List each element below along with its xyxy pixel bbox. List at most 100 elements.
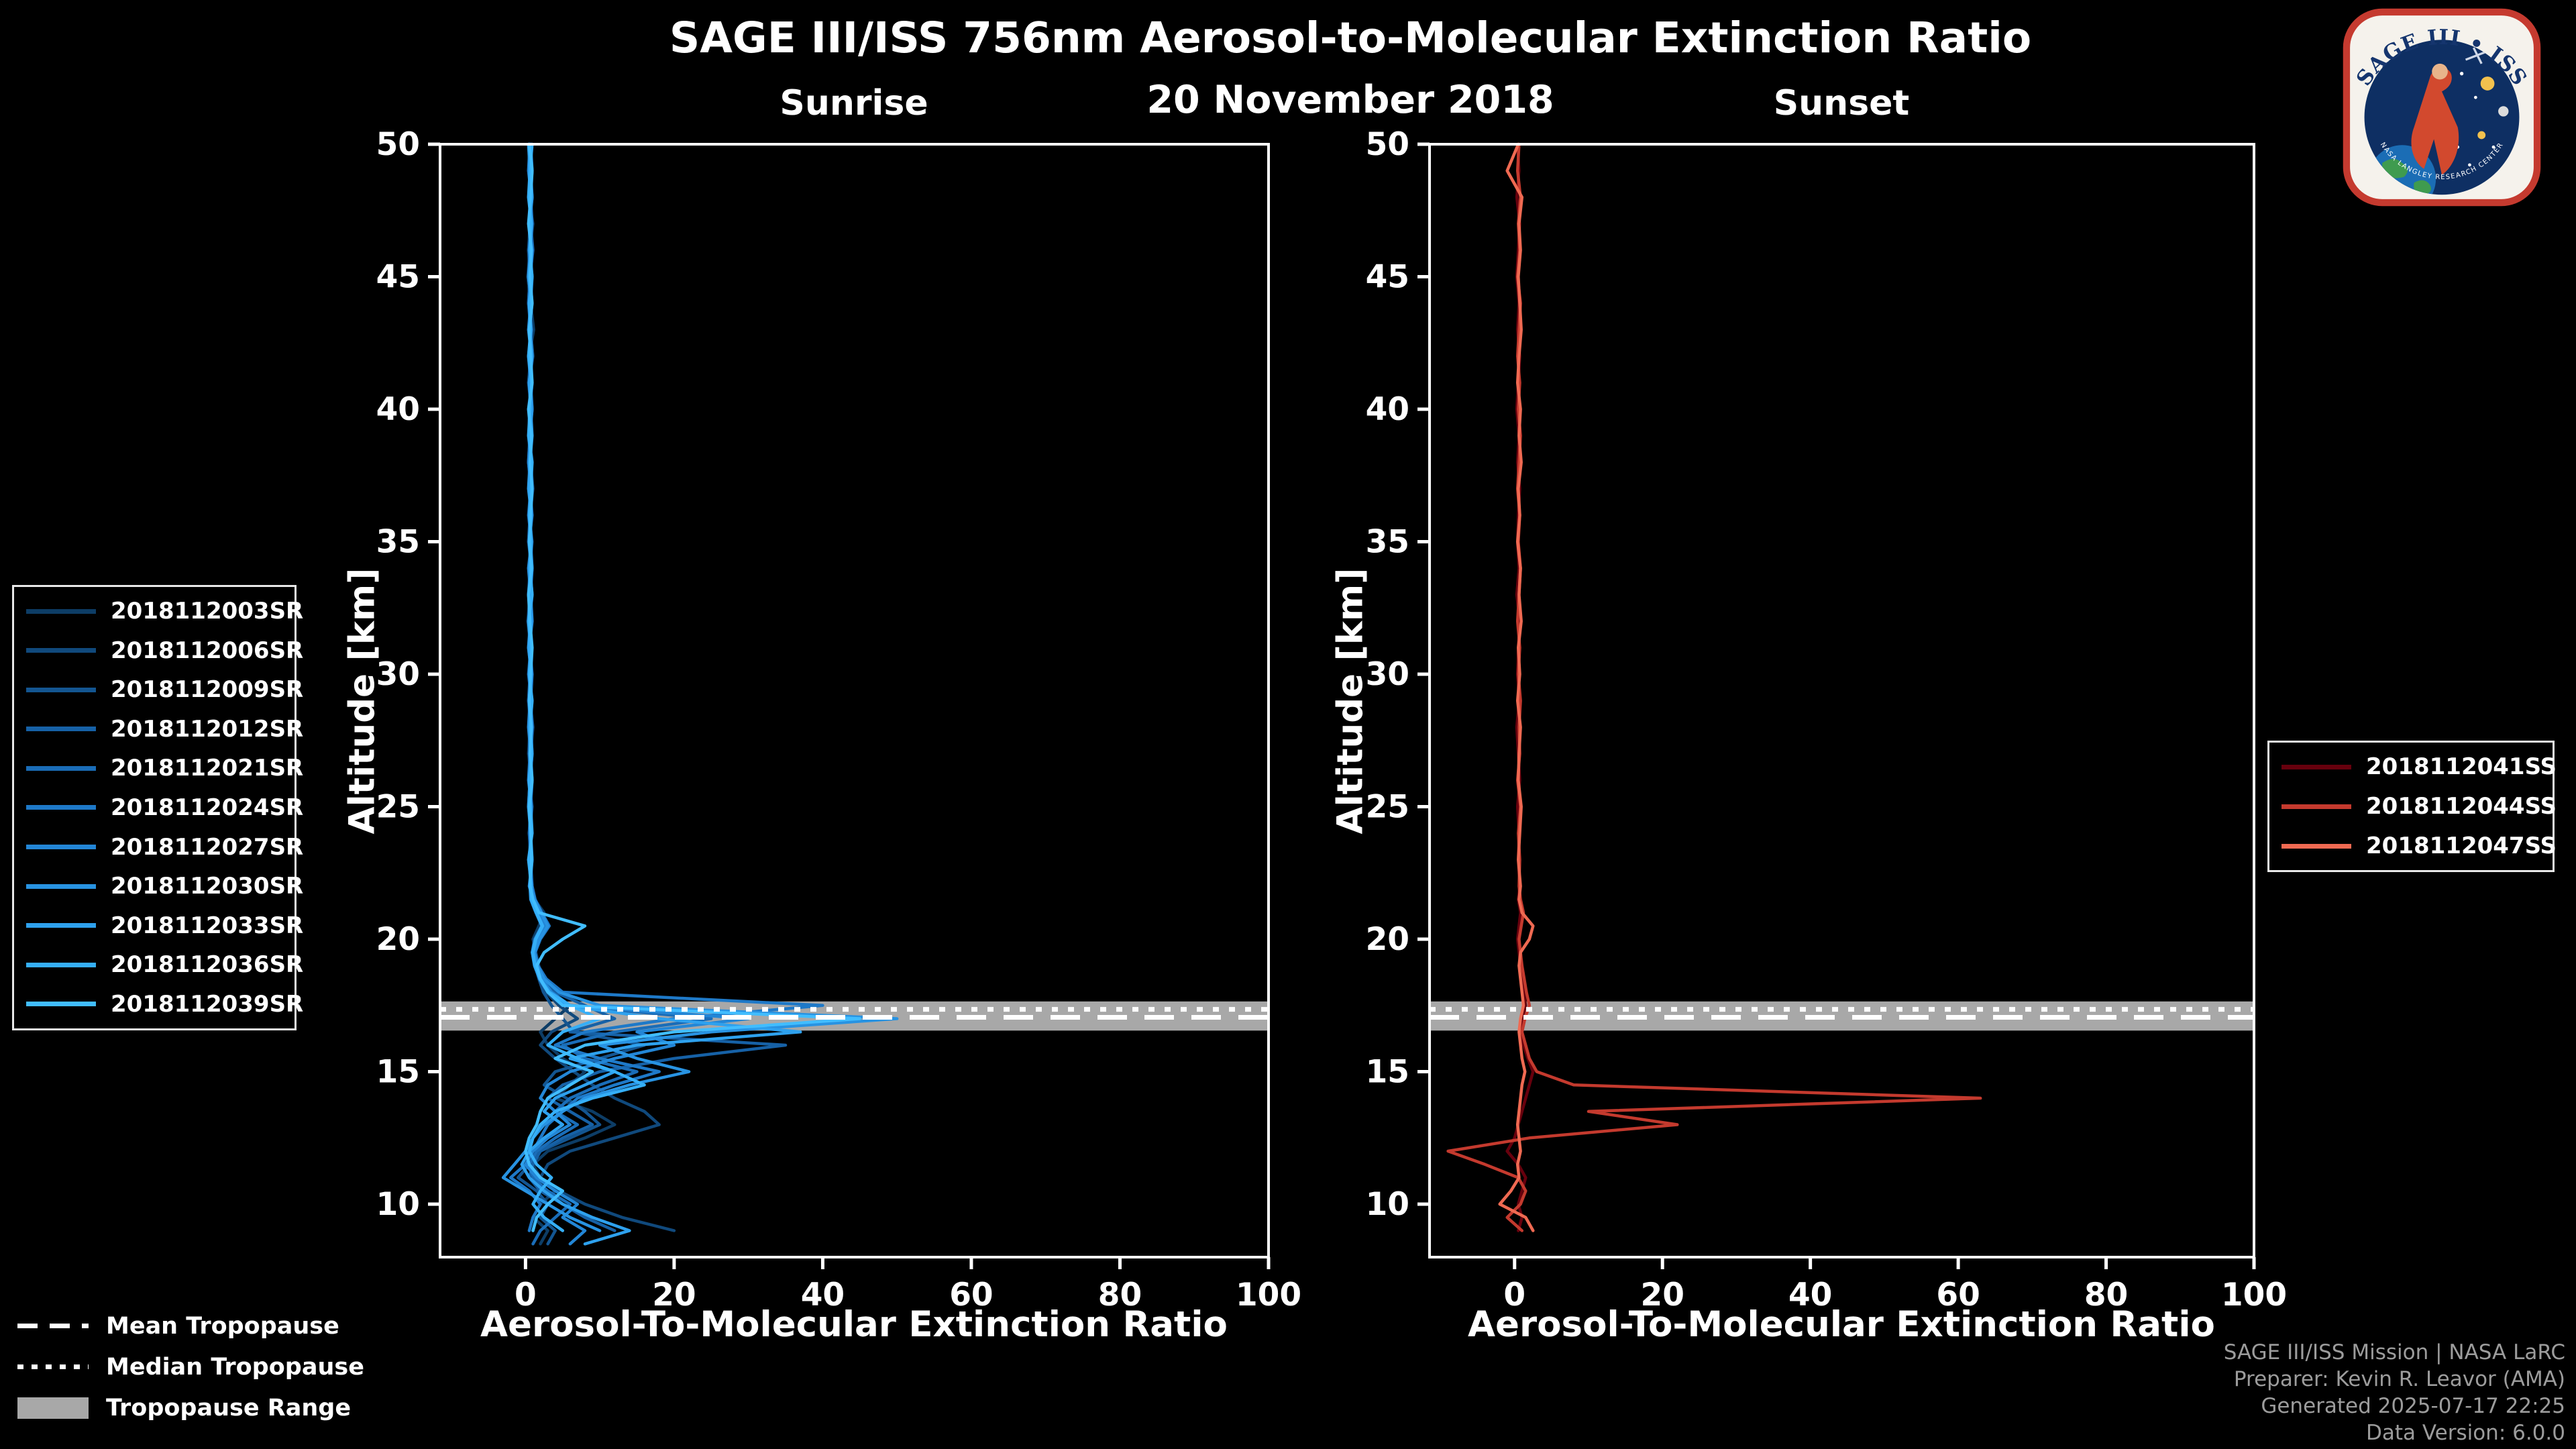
legend-label: 2018112024SR [111,794,304,821]
footer-preparer-line: Preparer: Kevin R. Leavor (AMA) [2233,1367,2565,1391]
x-tick-label: 40 [1788,1277,1832,1313]
x-tick-label: 80 [2084,1277,2128,1313]
x-tick-label: 20 [652,1277,696,1313]
legend-line-swatch [26,805,96,810]
legend-label: 2018112009SR [111,676,304,704]
legend-label: 2018112033SR [111,912,304,939]
mean-tropopause-label: Mean Tropopause [106,1312,339,1340]
footer-credits: SAGE III/ISS Mission | NASA LaRC Prepare… [2224,1339,2565,1446]
y-tick-label: 10 [376,1186,420,1223]
legend-item: 2018112006SR [26,637,303,664]
moon-icon [2498,106,2509,117]
median-tropopause-label: Median Tropopause [106,1353,364,1381]
legend-line-swatch [26,883,96,889]
legend-label: 2018112039SR [111,990,304,1018]
axes-frame [1428,143,2255,1258]
legend-item: 2018112024SR [26,794,303,821]
x-tick-label: 100 [1236,1277,1301,1313]
sunrise-panel-title: Sunrise [780,83,928,123]
date-subtitle: 20 November 2018 [1146,78,1554,122]
y-tick-label: 45 [376,259,420,296]
x-tick-label: 100 [2221,1277,2287,1313]
legend-item: 2018112030SR [26,873,303,900]
x-tick-label: 40 [801,1277,845,1313]
sunset-x-axis-label: Aerosol-To-Molecular Extinction Ratio [1468,1304,2215,1345]
legend-label: 2018112027SR [111,833,304,861]
profile-line-2018112024SR [508,142,824,1232]
main-title: SAGE III/ISS 756nm Aerosol-to-Molecular … [669,13,2032,62]
tropopause-range-label: Tropopause Range [106,1394,352,1421]
x-tick-label: 60 [1936,1277,1980,1313]
y-tick-label: 30 [1366,656,1409,693]
sunrise-x-axis-label: Aerosol-To-Molecular Extinction Ratio [480,1304,1228,1345]
median-tropopause-legend-item: Median Tropopause [17,1346,364,1387]
profile-line-2018112039SR [524,142,862,1232]
logo-figure [2411,68,2459,175]
legend-item: 2018112041SS [2282,753,2557,780]
sage-iii-iss-logo: SAGE III • ISS NASA LANGLEY RESEARCH CEN… [2343,8,2541,207]
legend-line-swatch [26,608,96,614]
y-tick-label: 35 [1366,524,1409,561]
legend-label: 2018112036SR [111,951,304,979]
sunset-legend: 2018112041SS 2018112044SS 2018112047SS [2267,741,2557,872]
legend-item: 2018112021SR [26,755,303,782]
y-tick-label: 10 [1366,1186,1409,1223]
y-tick-label: 50 [376,126,420,163]
sun-icon [2480,76,2495,91]
legend-line-swatch [2282,804,2351,809]
legend-item: 2018112009SR [26,676,303,703]
legend-line-swatch [26,765,96,771]
profile-line-2018112044SS [1446,142,1982,1232]
dotted-line-sample [17,1364,89,1369]
legend-line-swatch [26,845,96,850]
legend-line-swatch [26,727,96,732]
legend-line-swatch [26,923,96,928]
x-tick-label: 0 [1503,1277,1525,1313]
sunset-panel-title: Sunset [1773,83,1910,123]
legend-item: 2018112012SR [26,716,303,743]
legend-item: 2018112027SR [26,834,303,861]
y-tick-label: 30 [376,656,420,693]
band-sample [17,1397,89,1419]
legend-item: 2018112044SS [2282,793,2557,820]
tropopause-range-legend-item: Tropopause Range [17,1387,364,1428]
sunrise-legend: 2018112003SR 2018112006SR 2018112009SR 2018… [12,585,303,1030]
legend-label: 2018112047SS [2366,833,2557,859]
axes-frame [439,143,1270,1258]
logo-art [2368,47,2509,195]
legend-label: 2018112021SR [111,755,304,782]
profile-line-2018112030SR [501,142,899,1232]
x-tick-label: 20 [1641,1277,1684,1313]
y-tick-label: 50 [1366,126,1409,163]
footer-version-line: Data Version: 6.0.0 [2365,1421,2565,1445]
legend-item: 2018112003SR [26,598,303,625]
legend-item: 2018112033SR [26,912,303,939]
legend-line-swatch [26,648,96,653]
legend-line-swatch [26,1002,96,1007]
y-tick-label: 20 [1366,921,1409,958]
y-tick-label: 45 [1366,259,1409,296]
legend-label: 2018112012SR [111,715,304,743]
y-tick-label: 25 [1366,789,1409,826]
legend-line-swatch [26,962,96,967]
legend-label: 2018112003SR [111,598,304,625]
legend-label: 2018112030SR [111,873,304,900]
tropopause-range-band [1430,1001,2254,1031]
x-tick-label: 60 [949,1277,993,1313]
legend-label: 2018112044SS [2366,793,2557,820]
legend-item: 2018112039SR [26,991,303,1018]
y-tick-label: 35 [376,524,420,561]
footer-generated-line: Generated 2025-07-17 22:25 [2261,1394,2565,1418]
tropopause-legend: Mean Tropopause Median Tropopause Tropop… [17,1305,364,1428]
footer-mission-line: SAGE III/ISS Mission | NASA LaRC [2223,1340,2565,1364]
y-tick-label: 40 [1366,391,1409,428]
legend-label: 2018112006SR [111,637,304,664]
legend-item: 2018112047SS [2282,833,2557,859]
legend-line-swatch [2282,843,2351,849]
legend-line-swatch [2282,764,2351,769]
y-tick-label: 20 [376,921,420,958]
x-tick-label: 80 [1098,1277,1142,1313]
profile-line-2018112047SS [1498,142,1535,1232]
y-tick-label: 15 [376,1054,420,1091]
